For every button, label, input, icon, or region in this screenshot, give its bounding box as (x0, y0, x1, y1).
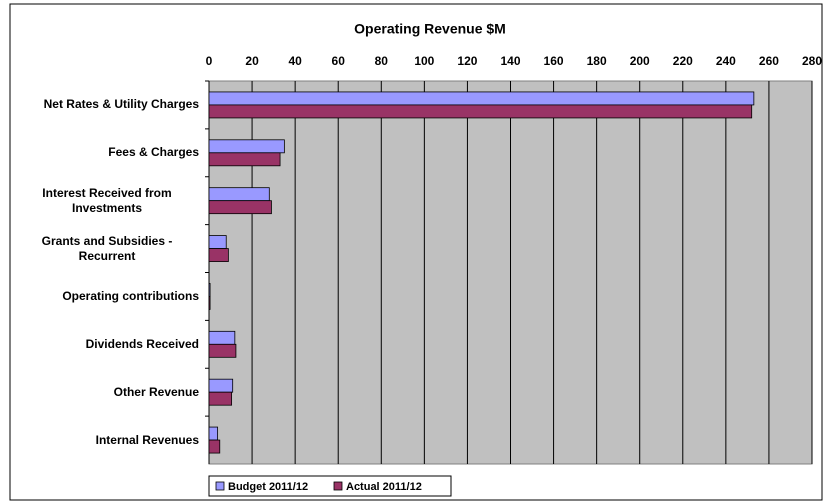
x-tick-label: 100 (414, 54, 434, 68)
y-tick-label-box: Net Rates & Utility Charges (43, 97, 199, 112)
legend-swatch (333, 481, 343, 491)
x-tick-label: 60 (332, 54, 346, 68)
bar (208, 378, 234, 393)
x-tick-label: 280 (802, 54, 822, 68)
y-tick-label-box: Internal Revenues (95, 432, 199, 447)
y-tick-label: Other Revenue (113, 384, 199, 399)
x-tick-label: 260 (759, 54, 779, 68)
bar (208, 330, 236, 345)
bar (208, 139, 285, 154)
bar (208, 235, 227, 249)
y-tick-label-box: Operating contributions (62, 288, 199, 303)
y-tick-label-box: Interest Received from Investments (42, 185, 172, 215)
x-tick-label: 20 (245, 54, 259, 68)
x-tick-label: 140 (500, 54, 520, 68)
x-tick-label: 0 (206, 54, 213, 68)
bar (208, 391, 233, 406)
y-tick-label-box: Fees & Charges (108, 145, 199, 160)
y-tick-label-box: Other Revenue (113, 384, 199, 399)
y-tick-label: Grants and Subsidies - Recurrent (41, 233, 173, 263)
bar (208, 152, 281, 167)
y-tick-label: Net Rates & Utility Charges (43, 97, 199, 112)
bar (208, 187, 270, 202)
y-tick-label: Dividends Received (85, 336, 199, 351)
bar (208, 91, 755, 106)
x-tick-label: 200 (630, 54, 650, 68)
x-tick-label: 40 (288, 54, 302, 68)
x-tick-label: 180 (587, 54, 607, 68)
legend-label: Budget 2011/12 (228, 481, 308, 493)
y-tick-label: Interest Received from Investments (42, 185, 172, 215)
bar (208, 283, 211, 297)
bar (208, 248, 229, 262)
bar (208, 104, 753, 119)
x-tick-label: 220 (673, 54, 693, 68)
bar (208, 439, 221, 454)
chart-title: Operating Revenue $M (354, 21, 506, 37)
legend-label: Actual 2011/12 (346, 481, 422, 493)
legend-swatch (215, 481, 225, 491)
x-tick-label: 120 (457, 54, 477, 68)
x-tick-label: 240 (716, 54, 736, 68)
bar (208, 200, 272, 215)
bar (208, 343, 237, 358)
bar (208, 426, 219, 441)
y-tick-label: Fees & Charges (108, 145, 199, 160)
y-tick-label-box: Dividends Received (85, 336, 199, 351)
bar (208, 296, 211, 310)
y-tick-label: Internal Revenues (95, 432, 199, 447)
legend (208, 475, 452, 497)
x-tick-label: 80 (375, 54, 389, 68)
y-tick-label: Operating contributions (62, 288, 199, 303)
x-tick-label: 160 (544, 54, 564, 68)
y-tick-label-box: Grants and Subsidies - Recurrent (41, 233, 173, 263)
